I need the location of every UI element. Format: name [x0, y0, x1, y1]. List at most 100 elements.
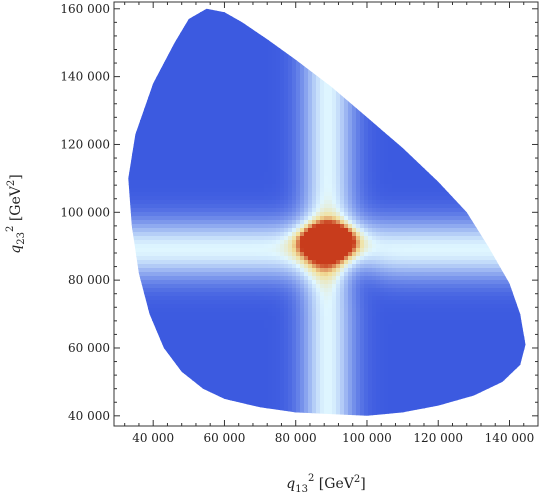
heat-cell [428, 96, 433, 101]
heat-cell [344, 72, 349, 77]
heat-cell [368, 44, 373, 49]
heat-cell [208, 172, 213, 177]
heat-cell [164, 60, 169, 65]
heat-cell [372, 44, 377, 49]
heat-cell [516, 32, 521, 37]
heat-cell [336, 68, 341, 73]
heat-cell [264, 72, 269, 77]
heat-cell [272, 132, 277, 137]
heat-cell [344, 204, 349, 209]
heat-cell [188, 112, 193, 117]
heat-cell [356, 100, 361, 105]
heat-cell [424, 144, 429, 149]
heat-cell [176, 124, 181, 129]
heat-cell [464, 88, 469, 93]
heat-cell [424, 20, 429, 25]
heat-cell [500, 92, 505, 97]
heat-cell [316, 28, 321, 33]
heat-cell [248, 100, 253, 105]
heat-cell [388, 92, 393, 97]
heat-cell [196, 56, 201, 61]
heat-cell [204, 124, 209, 129]
heat-cell [164, 48, 169, 53]
heat-cell [196, 76, 201, 81]
heat-cell [428, 172, 433, 177]
heat-cell [492, 172, 497, 177]
heat-cell [472, 96, 477, 101]
heat-cell [312, 184, 317, 189]
heat-cell [360, 204, 365, 209]
heat-cell [208, 92, 213, 97]
heat-cell [376, 84, 381, 89]
heat-cell [240, 112, 245, 117]
heat-cell [388, 192, 393, 197]
heat-cell [500, 24, 505, 29]
heat-cell [384, 120, 389, 125]
heat-cell [428, 56, 433, 61]
heat-cell [324, 104, 329, 109]
heat-cell [472, 192, 477, 197]
heat-cell [272, 104, 277, 109]
heat-cell [176, 68, 181, 73]
heat-cell [392, 100, 397, 105]
heat-cell [276, 108, 281, 113]
heat-cell [340, 128, 345, 133]
heat-cell [396, 192, 401, 197]
heat-cell [488, 156, 493, 161]
heat-cell [340, 88, 345, 93]
heat-cell [264, 196, 269, 201]
heat-cell [132, 116, 137, 121]
heat-cell [324, 92, 329, 97]
heat-cell [380, 44, 385, 49]
heat-cell [440, 116, 445, 121]
heat-cell [248, 52, 253, 57]
heat-cell [524, 128, 526, 133]
heat-cell [212, 28, 217, 33]
heat-cell [284, 188, 289, 193]
heat-cell [388, 152, 393, 157]
heat-cell [284, 56, 289, 61]
heat-cell [236, 56, 241, 61]
heat-cell [276, 172, 281, 177]
heat-cell [428, 112, 433, 117]
heat-cell [396, 172, 401, 177]
heat-cell [408, 68, 413, 73]
heat-cell [428, 160, 433, 165]
heat-cell [496, 180, 501, 185]
heat-cell [384, 80, 389, 85]
heat-cell [452, 192, 457, 197]
heat-cell [400, 84, 405, 89]
heat-cell [268, 88, 273, 93]
heat-cell [232, 196, 237, 201]
heat-cell [396, 140, 401, 145]
heat-cell [172, 16, 177, 21]
heat-cell [380, 120, 385, 125]
heat-cell [304, 104, 309, 109]
heat-cell [256, 104, 261, 109]
heat-cell [316, 64, 321, 69]
heat-cell [332, 96, 337, 101]
heat-cell [500, 152, 505, 157]
heat-cell [264, 192, 269, 197]
heat-cell [480, 104, 485, 109]
heat-cell [380, 72, 385, 77]
heat-cell [392, 192, 397, 197]
heat-cell [172, 52, 177, 57]
heat-cell [176, 176, 181, 181]
heat-cell [300, 80, 305, 85]
heat-cell [188, 140, 193, 145]
heat-cell [208, 168, 213, 173]
heat-cell [376, 192, 381, 197]
heat-cell [336, 64, 341, 69]
heat-cell [404, 92, 409, 97]
heat-cell [424, 60, 429, 65]
heat-cell [432, 44, 437, 49]
heat-cell [272, 28, 277, 33]
heat-cell [480, 64, 485, 69]
heat-cell [496, 32, 501, 37]
heat-cell [388, 96, 393, 101]
heat-cell [344, 96, 349, 101]
heat-cell [232, 120, 237, 125]
heat-cell [360, 184, 365, 189]
heat-cell [376, 100, 381, 105]
